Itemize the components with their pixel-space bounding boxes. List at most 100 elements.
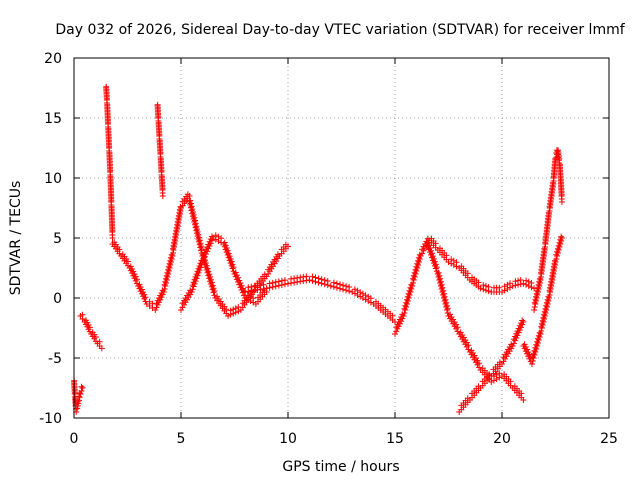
data-point [194,228,201,235]
data-point [315,275,322,282]
x-tick-label: 5 [177,431,186,447]
data-point [133,276,140,283]
data-point [266,280,273,287]
data-point [512,278,519,285]
data-point [558,191,565,198]
data-point [312,274,319,281]
data-point [245,284,252,291]
data-point [155,113,162,120]
data-point [525,349,532,356]
data-point [359,290,366,297]
data-point [354,287,361,294]
data-point [294,274,301,281]
data-point [92,334,99,340]
data-point [208,233,215,240]
data-point [427,244,434,251]
data-point [552,259,559,265]
x-tick-label: 0 [70,431,79,447]
data-point [427,247,434,254]
data-point [225,313,232,319]
data-point [340,282,347,289]
data-point [509,343,516,349]
y-tick-label: 0 [53,291,62,307]
data-point [209,282,216,289]
data-point [242,289,249,295]
chart-title: Day 032 of 2026, Sidereal Day-to-day VTE… [55,22,625,38]
data-point [152,307,159,313]
data-point [432,240,439,247]
data-point [79,311,86,318]
data-point [193,223,200,230]
data-point [321,277,328,284]
data-point [86,324,93,331]
data-point [257,282,264,289]
data-point [528,361,535,367]
data-point [537,331,544,337]
data-point [440,290,447,297]
data-point [493,371,500,378]
data-point [254,282,261,289]
data-point [109,235,116,241]
data-point [137,283,144,290]
data-point [518,390,525,397]
data-point [349,289,356,295]
data-point [207,276,214,283]
data-point [98,345,105,352]
data-point [236,277,243,284]
data-point [556,155,563,162]
data-point [131,271,138,278]
data-point [389,312,396,319]
data-point [454,324,461,331]
data-point [230,306,237,313]
data-point [507,280,514,287]
data-point [222,242,229,249]
data-point [558,199,565,205]
data-point [365,293,372,300]
data-point [440,287,447,294]
data-point [523,277,530,284]
data-point [211,288,218,294]
data-point [210,285,217,292]
data-point [158,167,165,174]
data-point [438,281,445,288]
data-point [453,259,460,266]
data-point [465,342,472,349]
data-point [124,258,131,265]
data-point [192,220,199,227]
data-point [136,281,143,288]
data-point [228,258,235,265]
data-point [149,300,156,307]
y-tick-label: 5 [53,231,62,247]
data-point [233,272,240,279]
data-point [159,185,166,192]
data-point [343,283,350,290]
data-point [297,274,304,281]
data-point [105,119,112,126]
data-point [436,272,443,279]
data-point [531,285,538,292]
data-point [229,261,236,268]
data-point [362,292,369,299]
data-point [238,282,245,289]
data-point [106,143,113,150]
data-point [269,279,276,286]
data-point [318,276,325,283]
data-point [430,255,437,262]
data-point [306,277,313,283]
data-point [212,232,219,239]
data-point [206,271,213,278]
y-tick-label: -10 [39,411,62,427]
axis-ticks: 0 5 10 15 20 25 -10 -5 0 5 10 15 20 [39,51,618,447]
data-point [428,250,435,257]
data-point [187,197,194,204]
data-point [169,253,176,259]
data-point [281,277,288,284]
data-point [433,264,440,271]
data-point [156,131,163,138]
data-point [443,252,450,259]
x-tick-label: 15 [386,431,404,447]
data-point [227,255,234,262]
data-point [431,258,438,265]
data-point [443,302,450,309]
